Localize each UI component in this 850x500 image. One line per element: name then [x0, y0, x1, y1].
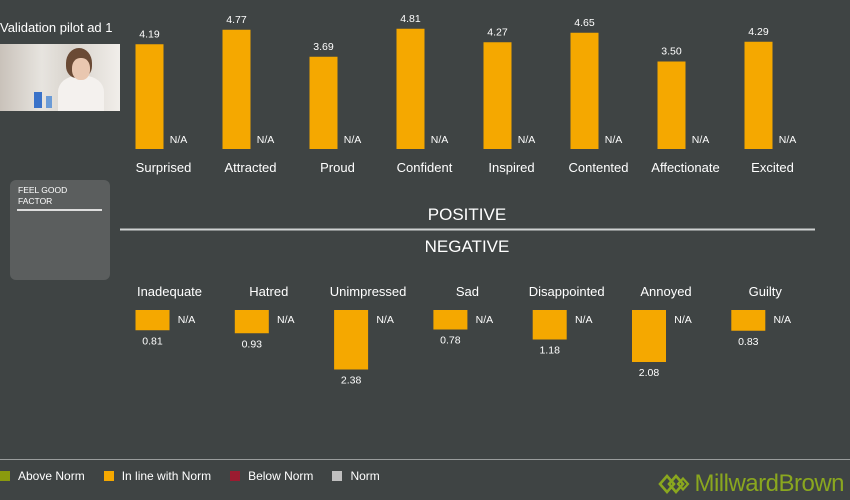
brand-wordmark-part1: Millward: [694, 470, 779, 497]
norm-label-attracted: N/A: [257, 134, 275, 146]
value-label-disappointed: 1.18: [539, 345, 560, 357]
norm-label-annoyed: N/A: [674, 314, 692, 326]
thumbnail-bottle-shape: [34, 92, 42, 108]
legend-label: Below Norm: [248, 469, 314, 483]
norm-label-affectionate: N/A: [692, 134, 710, 146]
value-label-inspired: 4.27: [487, 26, 508, 38]
legend-label: Above Norm: [18, 469, 85, 483]
norm-label-proud: N/A: [344, 134, 362, 146]
category-label-annoyed: Annoyed: [640, 284, 691, 299]
bar-hatred: [234, 310, 269, 334]
value-label-surprised: 4.19: [139, 28, 160, 40]
norm-label-inspired: N/A: [518, 134, 536, 146]
bar-contented: [570, 32, 599, 149]
value-label-hatred: 0.93: [242, 338, 263, 350]
negative-bars-group: 0.81 N/A Inadequate 0.93 N/A Hatred 2.38 N/A Uni…: [135, 284, 792, 387]
norm-label-confident: N/A: [431, 134, 449, 146]
value-label-confident: 4.81: [400, 13, 421, 25]
value-label-proud: 3.69: [313, 41, 334, 53]
thumbnail-person-body-shape: [58, 76, 104, 111]
category-label-proud: Proud: [320, 160, 355, 175]
legend-item-above-norm: Above Norm: [0, 469, 85, 483]
value-label-unimpressed: 2.38: [341, 375, 362, 387]
bar-proud: [309, 56, 338, 149]
footer-divider: [0, 459, 850, 460]
bar-guilty: [731, 310, 766, 331]
bar-disappointed: [532, 310, 567, 340]
bar-excited: [744, 41, 773, 149]
ad-title: Validation pilot ad 1: [0, 20, 113, 35]
legend-swatch-below-norm: [230, 471, 241, 481]
value-label-contented: 4.65: [574, 17, 595, 29]
negative-section-label: NEGATIVE: [425, 237, 510, 256]
legend-swatch-in-line-with-norm: [103, 471, 114, 481]
category-label-hatred: Hatred: [249, 284, 288, 299]
legend-item-below-norm: Below Norm: [230, 469, 313, 483]
category-label-sad: Sad: [456, 284, 479, 299]
legend-label: In line with Norm: [121, 469, 212, 483]
category-label-confident: Confident: [397, 160, 453, 175]
bar-affectionate: [657, 61, 686, 149]
norm-label-sad: N/A: [476, 314, 494, 326]
brand-logo: MillwardBrown: [658, 470, 844, 498]
legend-label: Norm: [350, 469, 380, 483]
category-label-unimpressed: Unimpressed: [330, 284, 407, 299]
positive-section-label: POSITIVE: [428, 205, 506, 224]
category-label-disappointed: Disappointed: [529, 284, 605, 299]
bar-unimpressed: [334, 310, 369, 370]
norm-label-excited: N/A: [779, 134, 797, 146]
norm-label-hatred: N/A: [277, 314, 295, 326]
value-label-affectionate: 3.50: [661, 46, 682, 58]
legend-item-in-line-with-norm: In line with Norm: [103, 469, 212, 483]
bar-sad: [433, 310, 468, 330]
bar-confident: [396, 28, 425, 149]
bar-surprised: [135, 44, 164, 149]
emotion-bar-chart: POSITIVE NEGATIVE 4.19 N/A Surprised 4.77 N/…: [120, 13, 815, 387]
category-label-attracted: Attracted: [224, 160, 276, 175]
value-label-inadequate: 0.81: [142, 335, 163, 347]
value-label-sad: 0.78: [440, 335, 461, 347]
feel-good-factor-panel: FEEL GOOD FACTOR: [10, 180, 110, 280]
legend-swatch-above-norm: [0, 471, 10, 481]
norm-label-unimpressed: N/A: [376, 314, 394, 326]
norm-label-surprised: N/A: [170, 134, 188, 146]
millward-brown-logo-icon: [658, 474, 690, 494]
bar-inspired: [483, 42, 512, 149]
norm-label-inadequate: N/A: [178, 314, 196, 326]
category-label-inspired: Inspired: [488, 160, 534, 175]
thumbnail-bottle-shape: [46, 96, 52, 108]
category-label-contented: Contented: [569, 160, 629, 175]
value-label-excited: 4.29: [748, 26, 769, 38]
feel-good-factor-underline: [17, 209, 102, 211]
ad-thumbnail-image[interactable]: [0, 44, 120, 111]
norm-label-contented: N/A: [605, 134, 623, 146]
bar-attracted: [222, 29, 251, 149]
category-label-inadequate: Inadequate: [137, 284, 202, 299]
value-label-attracted: 4.77: [226, 14, 247, 26]
bar-inadequate: [135, 310, 170, 331]
value-label-annoyed: 2.08: [639, 367, 660, 379]
brand-wordmark-part2: Brown: [778, 470, 844, 497]
value-label-guilty: 0.83: [738, 336, 759, 348]
legend-item-norm: Norm: [332, 469, 380, 483]
legend: Above Norm In line with Norm Below Norm …: [0, 468, 399, 484]
category-label-affectionate: Affectionate: [651, 160, 719, 175]
category-label-guilty: Guilty: [749, 284, 783, 299]
bar-annoyed: [632, 310, 666, 362]
category-label-surprised: Surprised: [136, 160, 192, 175]
brand-wordmark: MillwardBrown: [694, 470, 844, 498]
category-label-excited: Excited: [751, 160, 794, 175]
norm-label-guilty: N/A: [774, 314, 792, 326]
feel-good-factor-label: FEEL GOOD FACTOR: [18, 185, 68, 206]
norm-label-disappointed: N/A: [575, 314, 593, 326]
legend-swatch-norm: [332, 471, 343, 481]
positive-bars-group: 4.19 N/A Surprised 4.77 N/A Attracted 3.69 N/A P…: [135, 13, 797, 175]
thumbnail-person-face-shape: [72, 58, 90, 80]
